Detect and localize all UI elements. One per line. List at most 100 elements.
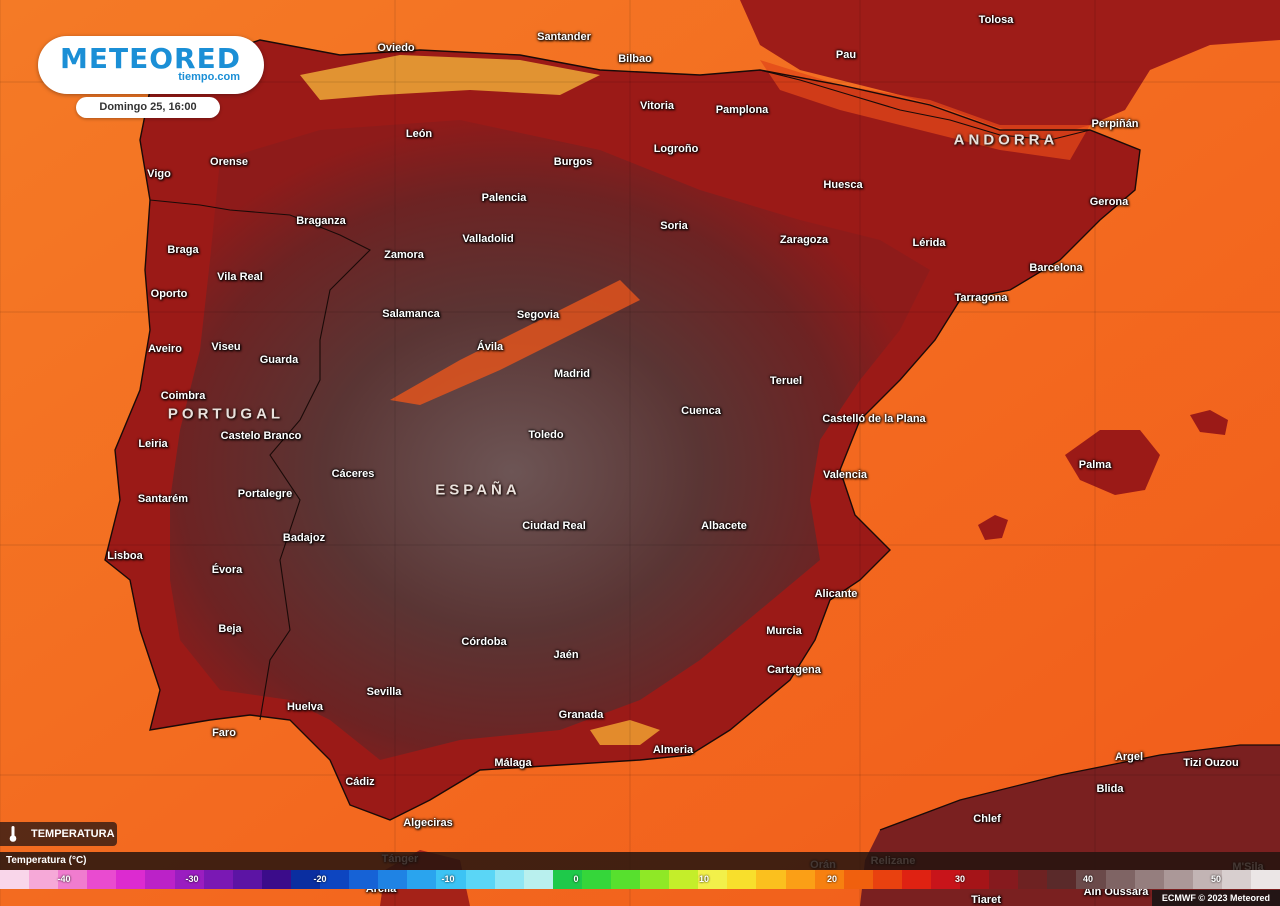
city-label: Palencia bbox=[481, 192, 527, 204]
city-label: Ain Oussara bbox=[1083, 886, 1149, 898]
city-label: Cádiz bbox=[345, 776, 375, 788]
city-label: Cáceres bbox=[331, 468, 375, 480]
legend-color-scale bbox=[0, 870, 1280, 889]
legend-swatch bbox=[407, 870, 437, 889]
legend-tick: -30 bbox=[185, 874, 199, 884]
legend-swatch bbox=[756, 870, 786, 889]
city-label: Castelo Branco bbox=[220, 430, 302, 442]
legend-swatch bbox=[727, 870, 757, 889]
city-label: Braga bbox=[167, 244, 199, 256]
france-border bbox=[759, 69, 1091, 141]
legend-swatch bbox=[872, 870, 902, 889]
city-label: Algeciras bbox=[403, 817, 453, 829]
country-label: ESPAÑA bbox=[435, 481, 521, 499]
city-label: Lisboa bbox=[107, 550, 143, 562]
legend-swatch bbox=[1251, 870, 1280, 889]
city-label: Madrid bbox=[553, 368, 591, 380]
iberia-interior bbox=[170, 120, 930, 760]
layer-selector[interactable]: TEMPERATURA bbox=[0, 822, 117, 846]
city-label: Guarda bbox=[259, 354, 299, 366]
city-label: Oviedo bbox=[377, 42, 415, 54]
city-label: Burgos bbox=[553, 156, 593, 168]
city-label: Braganza bbox=[296, 215, 346, 227]
city-label: Logroño bbox=[653, 143, 699, 155]
legend-swatch bbox=[814, 870, 844, 889]
city-label: Segovia bbox=[516, 309, 560, 321]
legend-swatch bbox=[1192, 870, 1222, 889]
city-label: Beja bbox=[218, 623, 242, 635]
legend-swatch bbox=[1018, 870, 1048, 889]
legend-swatch bbox=[58, 870, 88, 889]
city-label: Tolosa bbox=[978, 14, 1014, 26]
legend-tick: 20 bbox=[826, 874, 838, 884]
city-label: Pau bbox=[835, 49, 857, 61]
city-label: León bbox=[405, 128, 433, 140]
france-landmass bbox=[740, 0, 1280, 140]
city-label: Évora bbox=[211, 564, 243, 576]
layer-name: TEMPERATURA bbox=[31, 828, 115, 840]
city-label: Oporto bbox=[150, 288, 188, 300]
forecast-time[interactable]: Domingo 25, 16:00 bbox=[76, 97, 220, 118]
legend-swatch bbox=[232, 870, 262, 889]
city-label: Salamanca bbox=[382, 308, 440, 320]
city-label: Toledo bbox=[528, 429, 564, 441]
thermometer-icon bbox=[9, 826, 17, 842]
legend-swatch bbox=[843, 870, 873, 889]
city-label: Badajoz bbox=[282, 532, 326, 544]
city-label: Murcia bbox=[766, 625, 802, 637]
central-range bbox=[390, 280, 640, 405]
country-label: ANDORRA bbox=[953, 131, 1059, 149]
city-label: Málaga bbox=[494, 757, 532, 769]
city-label: Tarragona bbox=[954, 292, 1008, 304]
legend-swatch bbox=[698, 870, 728, 889]
legend-swatch bbox=[116, 870, 146, 889]
brand-site: tiempo.com bbox=[178, 71, 240, 83]
city-label: Ciudad Real bbox=[522, 520, 586, 532]
legend-swatch bbox=[989, 870, 1019, 889]
legend-swatch bbox=[378, 870, 408, 889]
legend-swatch bbox=[174, 870, 204, 889]
brand-name: METEORED bbox=[60, 42, 241, 75]
legend-swatch bbox=[349, 870, 379, 889]
sierra-nevada bbox=[590, 720, 660, 745]
city-label: Palma bbox=[1078, 459, 1112, 471]
pyrenees-band bbox=[760, 60, 1090, 160]
menorca-island bbox=[1190, 410, 1228, 435]
legend-swatch bbox=[203, 870, 233, 889]
legend-tick: 10 bbox=[698, 874, 710, 884]
city-label: Zaragoza bbox=[779, 234, 829, 246]
legend-swatch bbox=[145, 870, 175, 889]
country-label: PORTUGAL bbox=[167, 405, 285, 423]
city-label: Santarém bbox=[137, 493, 189, 505]
legend-swatch bbox=[465, 870, 495, 889]
city-label: Coimbra bbox=[160, 390, 206, 402]
legend-swatch bbox=[320, 870, 350, 889]
city-label: Portalegre bbox=[237, 488, 293, 500]
legend-swatch bbox=[0, 870, 30, 889]
legend-header: Temperatura (°C) bbox=[0, 852, 1280, 870]
city-label: Córdoba bbox=[461, 636, 507, 648]
city-label: Tizi Ouzou bbox=[1183, 757, 1239, 769]
legend-tick: -20 bbox=[313, 874, 327, 884]
city-label: Granada bbox=[558, 709, 604, 721]
city-label: Santander bbox=[537, 31, 591, 43]
city-label: Castelló de la Plana bbox=[822, 413, 926, 425]
legend-swatch bbox=[1047, 870, 1077, 889]
meteored-logo[interactable]: METEORED tiempo.com bbox=[38, 36, 264, 94]
legend-swatch bbox=[901, 870, 931, 889]
legend-swatch bbox=[494, 870, 524, 889]
city-label: Vigo bbox=[147, 168, 171, 180]
city-label: Argel bbox=[1114, 751, 1144, 763]
city-label: Faro bbox=[212, 727, 236, 739]
city-label: Huesca bbox=[823, 179, 863, 191]
city-label: Almeria bbox=[652, 744, 694, 756]
legend-swatch bbox=[960, 870, 990, 889]
legend-swatch bbox=[785, 870, 815, 889]
city-label: Huelva bbox=[286, 701, 324, 713]
legend-swatch bbox=[1221, 870, 1252, 889]
coastline-outline bbox=[104, 39, 1141, 821]
ibiza-island bbox=[978, 515, 1008, 540]
legend-swatch bbox=[669, 870, 699, 889]
legend-swatch bbox=[610, 870, 641, 889]
